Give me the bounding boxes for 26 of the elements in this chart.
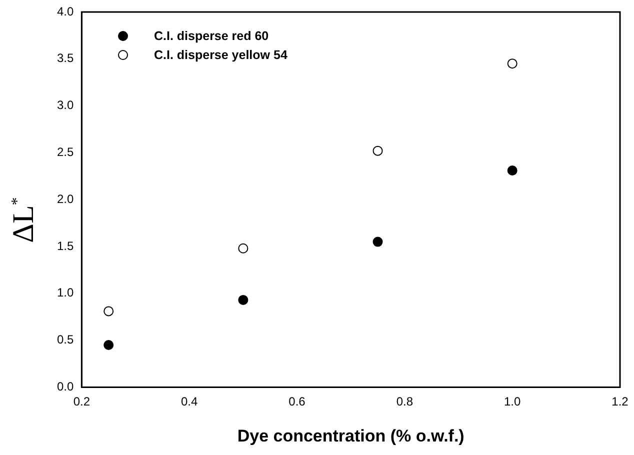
point [104,340,114,350]
point [372,146,383,156]
x-tick-label: 0.4 [181,394,198,409]
x-tick-label: 0.2 [73,394,90,409]
point [372,236,383,247]
point [104,306,114,316]
y-tick-label: 1.5 [56,238,74,253]
x-tick-label: 0.8 [396,394,414,409]
y-tick-label: 3.5 [56,51,74,66]
x-axis-title: Dye concentration (% o.w.f.) [237,426,464,446]
x-tick-label: 0.6 [288,394,306,409]
point [238,243,248,254]
x-tick-label: 1.0 [504,394,521,409]
y-tick-label: 3.0 [56,98,74,112]
point [507,58,518,69]
y-tick-label: 2.0 [56,192,74,206]
x-tick-label: 1.2 [612,394,629,409]
legend-label: C.I. disperse yellow 54 [154,48,288,62]
y-tick-label: 1.0 [56,286,74,300]
y-tick-label: 4.0 [56,4,74,18]
legend-label: C.I. disperse red 60 [154,28,269,42]
y-tick-label: 0.5 [56,332,74,347]
y-tick-label: 0.0 [56,380,74,394]
point [238,294,248,305]
point [507,166,518,176]
y-tick-label: 2.5 [56,145,74,160]
